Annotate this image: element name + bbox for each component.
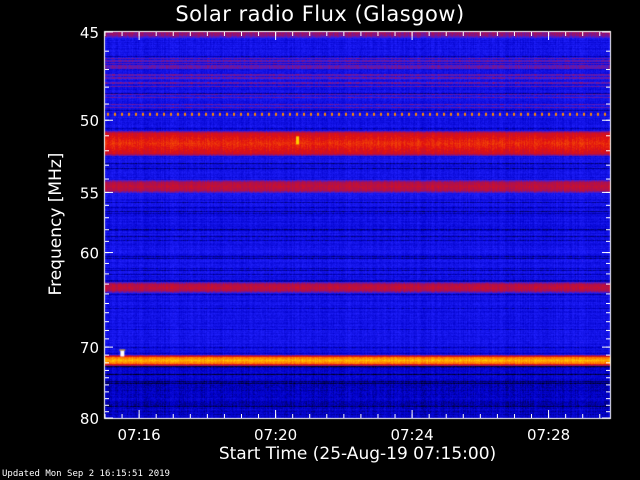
y-tick-label: 50 xyxy=(80,112,99,130)
updated-timestamp: Updated Mon Sep 2 16:15:51 2019 xyxy=(2,469,170,479)
y-tick-label: 60 xyxy=(80,245,99,263)
y-tick-label: 45 xyxy=(80,24,99,42)
y-tick-label: 80 xyxy=(80,410,99,428)
x-tick-label: 07:24 xyxy=(390,426,433,444)
x-tick-label: 07:20 xyxy=(254,426,297,444)
y-tick-label: 70 xyxy=(80,339,99,357)
x-tick-label: 07:16 xyxy=(118,426,161,444)
x-tick-label: 07:28 xyxy=(527,426,570,444)
x-axis-label: Start Time (25-Aug-19 07:15:00) xyxy=(218,444,497,464)
chart-title: Solar radio Flux (Glasgow) xyxy=(175,2,465,26)
y-axis-label: Frequency [MHz] xyxy=(46,152,66,296)
y-tick-label: 55 xyxy=(80,184,99,202)
